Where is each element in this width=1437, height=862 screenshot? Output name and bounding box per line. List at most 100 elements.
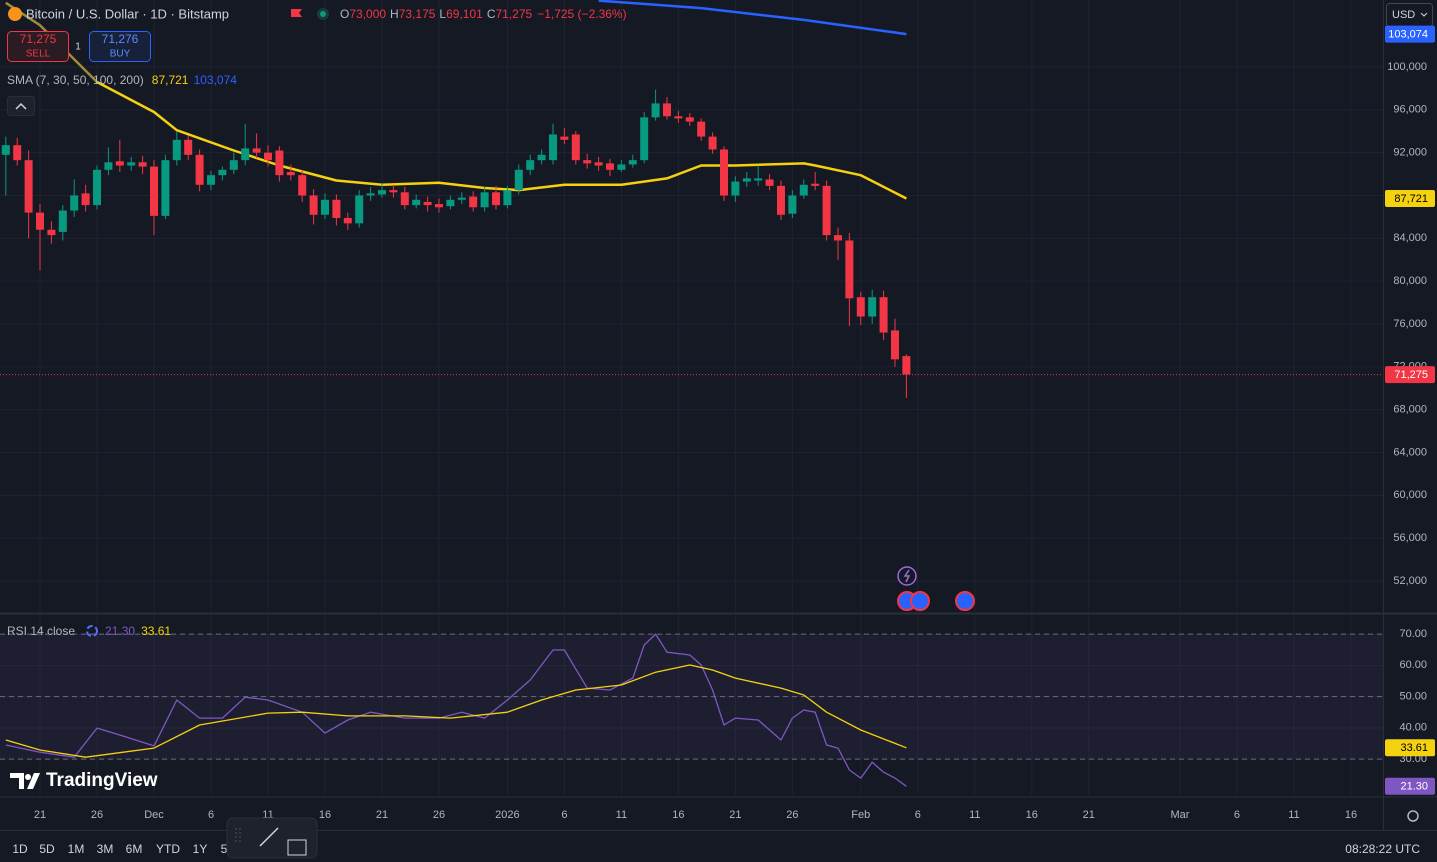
x-tick-label: 26 [91,809,103,821]
range-button[interactable]: YTD [156,842,180,856]
sell-button[interactable]: 71,275 SELL [7,31,69,62]
candle-body [36,212,45,230]
sma-legend: SMA (7, 30, 50, 100, 200) 87,721 103,074 [7,73,237,87]
candle-body [491,192,500,206]
candle-body [594,162,603,166]
candle-body [651,103,660,118]
buy-price[interactable]: 71,276 [102,32,139,46]
sell-label[interactable]: SELL [26,49,51,60]
event-marker[interactable] [910,591,930,611]
trendline-tool[interactable] [259,827,279,847]
candle-body [617,164,626,170]
symbol-title: Bitcoin / U.S. Dollar · 1D · Bitstamp [26,6,229,21]
grid [0,0,1383,795]
candle-body [195,154,204,185]
y-tick-label: 70.00 [1399,628,1427,640]
candle-body [856,297,865,317]
logo-dot [25,774,31,780]
buy-box[interactable] [89,31,151,62]
candle-body [229,160,238,170]
x-tick-label: 6 [1234,809,1240,821]
range-button[interactable]: 1Y [193,842,208,856]
candle-body [161,160,170,216]
range-button[interactable]: 3M [97,842,114,856]
ohlc-value: 73,000 [349,7,386,21]
rsi-ma-value: 33.61 [141,624,171,638]
candle-body [697,121,706,137]
candle-body [150,166,159,216]
collapse-icon[interactable] [15,102,27,110]
price-badge-label: 87,721 [1394,193,1428,205]
x-tick-label: 6 [208,809,214,821]
currency-label[interactable]: USD [1392,9,1415,21]
currency-caret[interactable] [1420,12,1428,17]
price-badge [1385,189,1435,207]
price-badge [1385,366,1435,384]
indicator-line [598,0,907,36]
x-tick-label: 6 [561,809,567,821]
range-button[interactable]: 1M [68,842,85,856]
candle-body [47,229,56,236]
candle-body [13,145,22,161]
price-change: −1,725 (−2.36%) [537,7,626,21]
x-tick-label: 16 [1026,809,1038,821]
candle-body [400,192,409,206]
candle-body [24,160,33,213]
sell-box[interactable] [7,31,69,62]
candle-body [845,240,854,299]
candle-body [115,161,124,166]
y-tick-label: 60,000 [1393,489,1427,501]
x-tick-label: 11 [1288,809,1299,821]
x-tick-label: 26 [433,809,445,821]
rsi-value: 21.30 [105,624,135,638]
event-icon [903,569,911,583]
sma-label: SMA (7, 30, 50, 100, 200) [7,73,144,87]
ohlc-value: 73,175 [399,7,436,21]
settings-icon[interactable] [1407,810,1419,822]
y-tick-label: 80,000 [1393,275,1427,287]
x-tick-label: 11 [616,809,627,821]
candle-body [685,117,694,122]
range-button[interactable]: 1D [12,842,28,856]
candle-body [879,297,888,333]
date-range-tool[interactable] [287,839,307,856]
candle-body [241,148,250,161]
candle-body [138,162,147,167]
candle-body [184,139,193,155]
price-badge [1385,777,1435,795]
candle-body [355,195,364,224]
rsi-band [0,634,1383,759]
sell-price[interactable]: 71,275 [20,32,57,46]
candle-body [583,160,592,164]
ohlc-key: L [439,7,446,21]
y-tick-label: 92,000 [1393,147,1427,159]
candle-body [434,204,443,208]
ohlc-key: H [390,7,399,21]
x-tick-label: Feb [851,809,870,821]
candle-body [423,201,432,206]
candle-body [343,217,352,224]
loading-icon [86,625,98,637]
ohlc-value: 71,275 [495,7,532,21]
buy-button[interactable]: 71,276 BUY [89,31,151,62]
logo-text: TradingView [46,770,158,791]
event-marker[interactable] [955,591,975,611]
candle-body [514,169,523,191]
candle-body [708,136,717,150]
indicator-line [5,664,907,758]
x-tick-label: 11 [969,809,980,821]
candle-body [457,197,466,200]
y-tick-label: 50.00 [1399,690,1427,702]
range-button[interactable]: 6M [126,842,143,856]
candle-body [776,185,785,215]
ohlc-key: O [340,7,349,21]
candle-body [446,199,455,207]
candle-body [719,149,728,196]
candle-body [754,178,763,181]
price-badge-label: 71,275 [1394,369,1428,381]
collapse-button[interactable] [7,96,35,116]
rsi-label: RSI 14 close [7,624,75,638]
buy-label[interactable]: BUY [110,49,131,60]
range-button[interactable]: 5D [39,842,55,856]
candle-body [469,196,478,208]
